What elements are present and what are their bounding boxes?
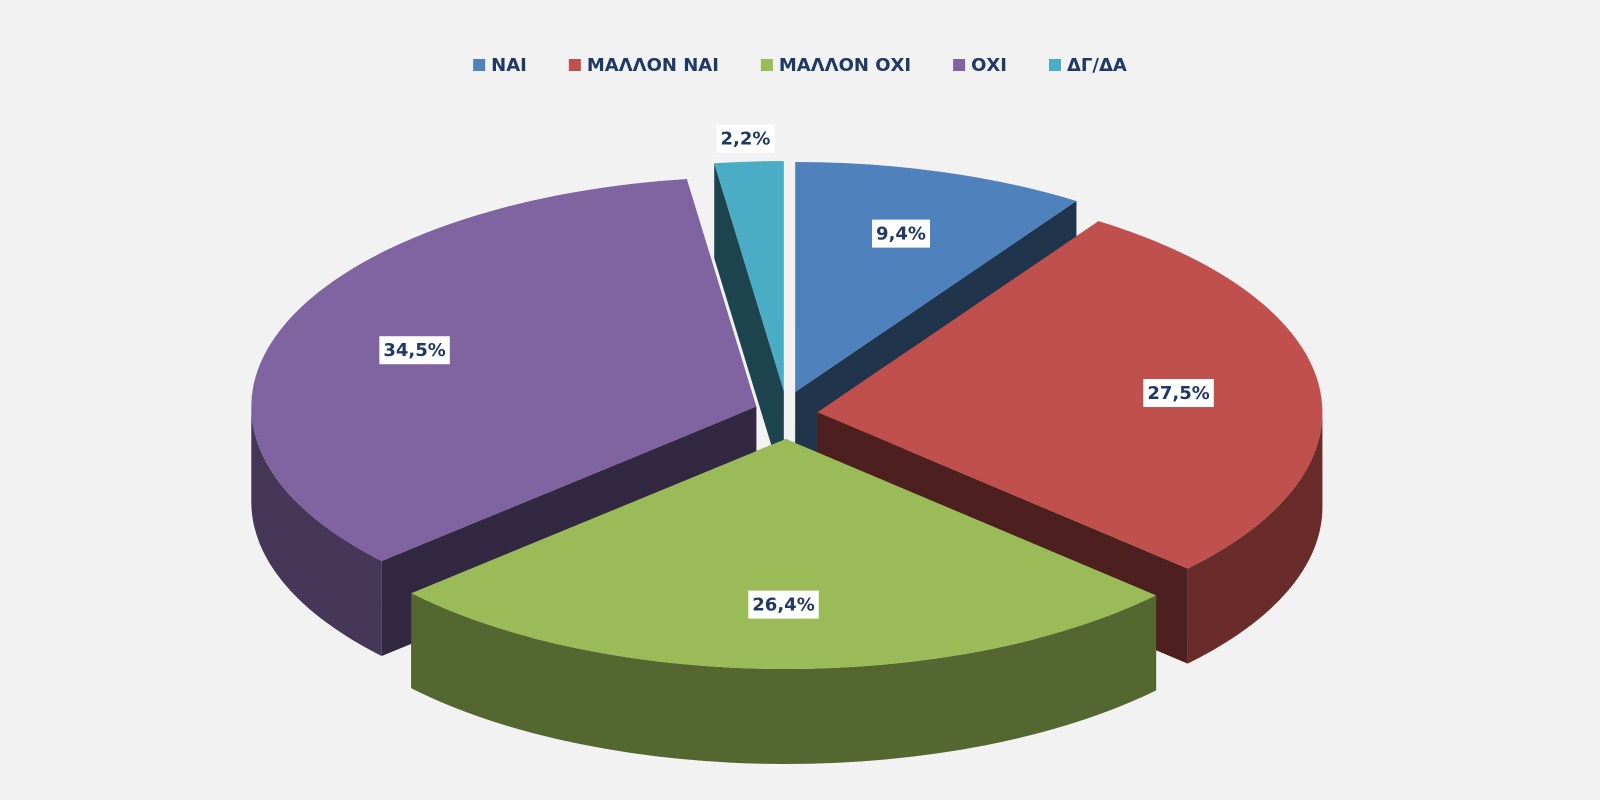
data-label: 26,4%: [752, 595, 814, 616]
legend-label: ΜΑΛΛΟΝ ΝΑΙ: [587, 55, 719, 76]
slice-top: [251, 178, 757, 562]
data-label: 34,5%: [383, 340, 445, 361]
legend-item: ΝΑΙ: [473, 55, 527, 76]
data-label: 2,2%: [720, 129, 770, 150]
slice: [411, 438, 1157, 764]
legend-swatch: [953, 59, 966, 71]
legend-label: ΟΧΙ: [971, 55, 1007, 76]
slice-top: [795, 162, 1077, 393]
legend-item: ΟΧΙ: [953, 55, 1007, 76]
data-label-box: [748, 590, 819, 619]
pie: [251, 161, 1323, 764]
legend-label: ΝΑΙ: [491, 55, 527, 76]
slice-wall: [1187, 412, 1323, 664]
data-label-box: [716, 124, 775, 153]
slice-top: [411, 438, 1157, 669]
slice-wall: [251, 406, 382, 657]
legend-label: ΜΑΛΛΟΝ ΟΧΙ: [779, 55, 911, 76]
slice-top: [714, 161, 784, 392]
legend-swatch: [568, 59, 581, 71]
data-label-box: [872, 219, 930, 248]
legend-item: ΔΓ/ΔΑ: [1049, 55, 1127, 76]
data-labels: 9,4% 27,5% 26,4% 34,5% 2,2%: [379, 124, 1214, 619]
data-label: 27,5%: [1147, 383, 1209, 404]
legend-label: ΔΓ/ΔΑ: [1067, 55, 1127, 76]
slice-top: [817, 221, 1323, 569]
legend-swatch: [1049, 59, 1061, 71]
slice: [714, 161, 784, 487]
slice-side: [714, 163, 784, 487]
legend-swatch: [760, 59, 773, 71]
legend-item: ΜΑΛΛΟΝ ΟΧΙ: [760, 55, 911, 76]
data-label-box: [1143, 379, 1214, 408]
legend: ΝΑΙ ΜΑΛΛΟΝ ΝΑΙ ΜΑΛΛΟΝ ΟΧΙ ΟΧΙ ΔΓ/ΔΑ: [473, 55, 1127, 76]
legend-item: ΜΑΛΛΟΝ ΝΑΙ: [568, 55, 719, 76]
data-label-box: [379, 336, 450, 365]
data-label: 9,4%: [876, 224, 926, 245]
legend-swatch: [473, 59, 486, 71]
slice-wall: [411, 593, 1157, 764]
